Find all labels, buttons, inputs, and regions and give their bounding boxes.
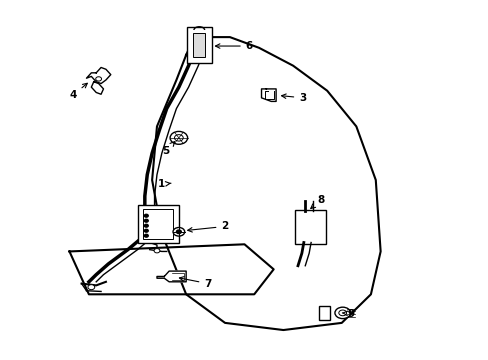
Text: 8: 8: [310, 195, 325, 208]
FancyBboxPatch shape: [137, 205, 179, 243]
Polygon shape: [157, 271, 186, 282]
Polygon shape: [91, 82, 103, 94]
Text: 4: 4: [69, 83, 87, 100]
Circle shape: [154, 249, 160, 253]
FancyBboxPatch shape: [193, 33, 204, 57]
Circle shape: [144, 219, 148, 222]
Text: 2: 2: [187, 221, 228, 232]
Circle shape: [334, 307, 350, 319]
FancyBboxPatch shape: [318, 306, 329, 320]
Polygon shape: [86, 67, 111, 84]
Text: 7: 7: [179, 276, 211, 289]
Text: 5: 5: [162, 141, 174, 157]
FancyBboxPatch shape: [294, 210, 325, 244]
Circle shape: [338, 310, 346, 316]
FancyBboxPatch shape: [142, 209, 173, 239]
Circle shape: [170, 131, 187, 144]
Text: 1: 1: [158, 179, 171, 189]
Circle shape: [176, 230, 181, 234]
Circle shape: [173, 228, 184, 236]
Polygon shape: [261, 89, 276, 102]
Text: 6: 6: [215, 41, 252, 51]
Circle shape: [88, 285, 95, 290]
FancyBboxPatch shape: [187, 27, 211, 63]
Circle shape: [96, 77, 102, 81]
Circle shape: [144, 224, 148, 227]
Text: 9: 9: [342, 309, 354, 319]
Circle shape: [144, 214, 148, 217]
Text: 3: 3: [281, 93, 306, 103]
Circle shape: [174, 135, 183, 141]
Circle shape: [144, 234, 148, 237]
Circle shape: [144, 229, 148, 232]
